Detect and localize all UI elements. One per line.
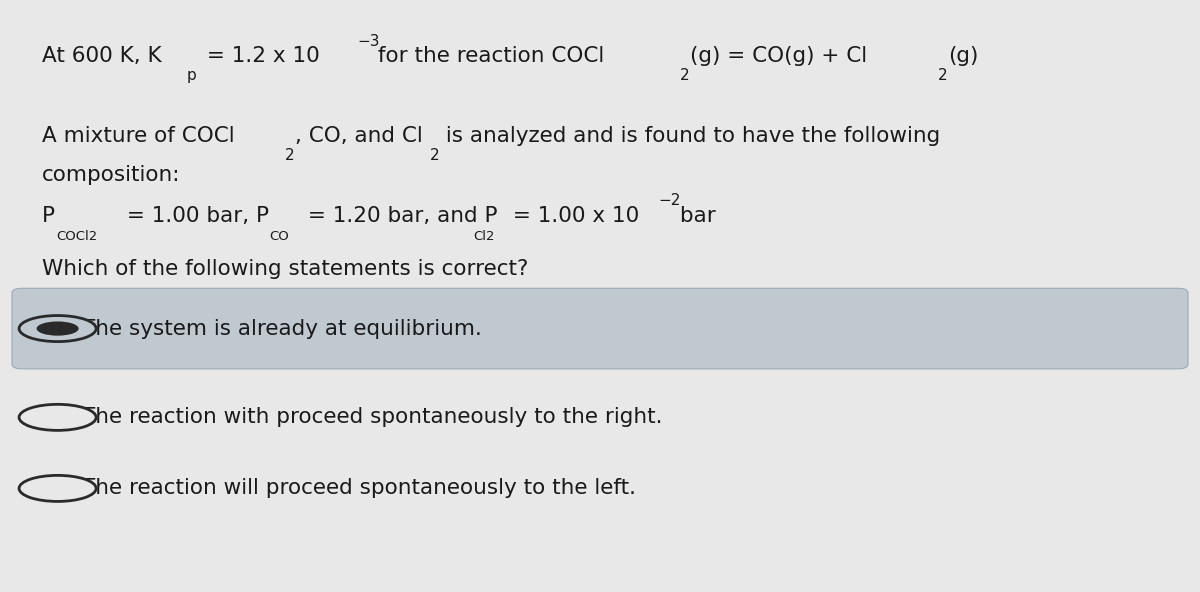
Text: (g) = CO(g) + Cl: (g) = CO(g) + Cl (690, 46, 868, 66)
Text: P: P (42, 206, 55, 226)
Text: 2: 2 (938, 68, 948, 83)
Text: = 1.00 bar, P: = 1.00 bar, P (120, 206, 269, 226)
Text: The reaction with proceed spontaneously to the right.: The reaction with proceed spontaneously … (82, 407, 662, 427)
Text: A mixture of COCl: A mixture of COCl (42, 126, 235, 146)
Text: composition:: composition: (42, 165, 180, 185)
Text: CO: CO (270, 230, 289, 243)
Text: −3: −3 (358, 34, 379, 49)
Text: (g): (g) (948, 46, 978, 66)
Text: 2: 2 (286, 148, 295, 163)
Text: The system is already at equilibrium.: The system is already at equilibrium. (82, 318, 481, 339)
Text: 2: 2 (679, 68, 690, 83)
Text: 2: 2 (430, 148, 439, 163)
Text: COCl2: COCl2 (55, 230, 97, 243)
Text: At 600 K, K: At 600 K, K (42, 46, 162, 66)
Text: The reaction will proceed spontaneously to the left.: The reaction will proceed spontaneously … (82, 478, 636, 498)
Ellipse shape (19, 404, 96, 430)
Text: is analyzed and is found to have the following: is analyzed and is found to have the fol… (439, 126, 941, 146)
Text: Which of the following statements is correct?: Which of the following statements is cor… (42, 259, 528, 279)
Ellipse shape (36, 321, 79, 336)
Text: for the reaction COCl: for the reaction COCl (372, 46, 605, 66)
Text: = 1.20 bar, and P: = 1.20 bar, and P (301, 206, 498, 226)
Text: = 1.2 x 10: = 1.2 x 10 (199, 46, 319, 66)
Text: bar: bar (673, 206, 716, 226)
Text: −2: −2 (659, 194, 682, 208)
Text: = 1.00 x 10: = 1.00 x 10 (506, 206, 640, 226)
Ellipse shape (19, 475, 96, 501)
Ellipse shape (19, 316, 96, 342)
Text: p: p (187, 68, 197, 83)
FancyBboxPatch shape (12, 288, 1188, 369)
Text: , CO, and Cl: , CO, and Cl (295, 126, 422, 146)
Text: Cl2: Cl2 (473, 230, 494, 243)
